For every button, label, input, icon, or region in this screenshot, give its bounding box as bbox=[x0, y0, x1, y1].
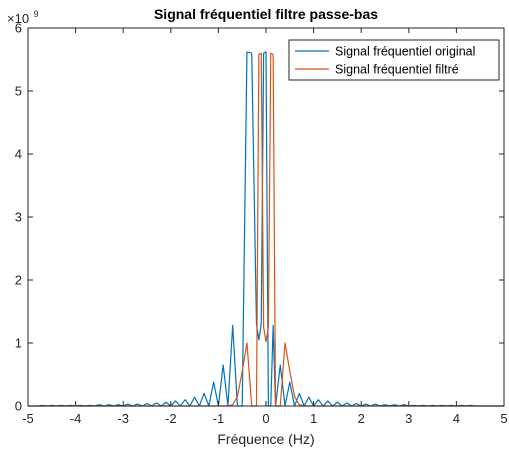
legend-box bbox=[288, 39, 500, 81]
x-tick-label: 0 bbox=[262, 411, 269, 426]
ticks-layer: -5 -4 -3 -2 -1 0 1 2 3 4 5 0 1 2 3 4 5 6 bbox=[15, 21, 508, 427]
legend: Signal fréquentiel original Signal fréqu… bbox=[288, 39, 500, 81]
legend-entry-original: Signal fréquentiel original bbox=[335, 45, 475, 59]
y-tick-label: 4 bbox=[15, 147, 22, 162]
x-tick-label: -1 bbox=[213, 411, 225, 426]
y-tick-label: 3 bbox=[15, 210, 22, 225]
y-tick-label: 5 bbox=[15, 84, 22, 99]
x-tick-label: 1 bbox=[310, 411, 317, 426]
x-tick-label: 5 bbox=[500, 411, 507, 426]
x-tick-label: -4 bbox=[70, 411, 82, 426]
x-tick-label: -5 bbox=[22, 411, 34, 426]
y-tick-label: 6 bbox=[15, 21, 22, 36]
y-exponent-base: ×10 bbox=[7, 11, 29, 26]
chart-title: Signal fréquentiel filtre passe-bas bbox=[154, 6, 378, 22]
y-tick-label: 2 bbox=[15, 273, 22, 288]
y-exponent-power: 9 bbox=[34, 9, 39, 19]
legend-entry-filtered: Signal fréquentiel filtré bbox=[335, 63, 459, 77]
x-tick-label: 4 bbox=[453, 411, 460, 426]
y-tick-label: 0 bbox=[15, 399, 22, 414]
x-axis-label: Fréquence (Hz) bbox=[217, 431, 314, 447]
x-tick-label: 2 bbox=[358, 411, 365, 426]
x-tick-label: -2 bbox=[165, 411, 177, 426]
y-tick-label: 1 bbox=[15, 336, 22, 351]
y-scale-exponent-label: ×10 9 bbox=[7, 9, 39, 27]
x-tick-label: 3 bbox=[405, 411, 412, 426]
x-tick-label: -3 bbox=[117, 411, 129, 426]
